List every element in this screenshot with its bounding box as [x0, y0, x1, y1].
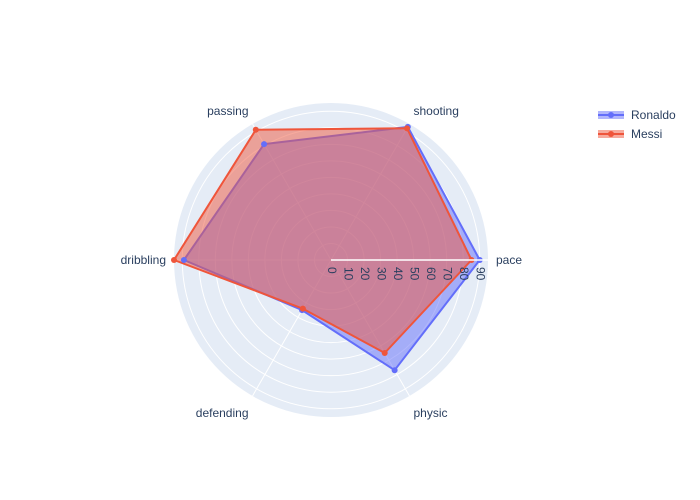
category-label-dribbling: dribbling — [121, 253, 166, 267]
radial-tick-label: 10 — [341, 267, 355, 281]
data-point-messi-shooting — [404, 125, 411, 132]
legend: Ronaldo Messi — [596, 105, 696, 147]
radial-tick-label: 70 — [441, 267, 455, 281]
category-label-physic: physic — [414, 406, 448, 420]
category-label-shooting: shooting — [414, 104, 459, 118]
legend-item-messi[interactable]: Messi — [596, 125, 662, 143]
category-label-defending: defending — [196, 406, 249, 420]
data-point-messi-defending — [299, 305, 306, 312]
data-point-messi-physic — [381, 350, 388, 357]
radial-tick-label: 90 — [474, 267, 488, 281]
radial-tick-label: 60 — [424, 267, 438, 281]
data-point-ronaldo-physic — [391, 367, 398, 374]
radial-tick-label: 30 — [374, 267, 388, 281]
legend-label-messi: Messi — [631, 127, 663, 141]
legend-label-ronaldo: Ronaldo — [631, 108, 676, 122]
data-point-messi-dribbling — [171, 257, 177, 263]
legend-item-ronaldo[interactable]: Ronaldo — [596, 106, 676, 124]
category-label-passing: passing — [207, 104, 248, 118]
data-point-ronaldo-dribbling — [180, 257, 187, 263]
data-point-ronaldo-passing — [261, 141, 268, 148]
legend-swatch-ronaldo — [596, 108, 626, 122]
category-label-pace: pace — [496, 253, 522, 267]
data-point-messi-passing — [252, 126, 259, 133]
legend-swatch-messi — [596, 127, 626, 141]
radial-tick-label: 80 — [457, 267, 471, 281]
radial-tick-label: 50 — [407, 267, 421, 281]
radial-tick-label: 20 — [358, 267, 372, 281]
radial-tick-label: 0 — [325, 267, 339, 274]
radial-tick-label: 40 — [391, 267, 405, 281]
